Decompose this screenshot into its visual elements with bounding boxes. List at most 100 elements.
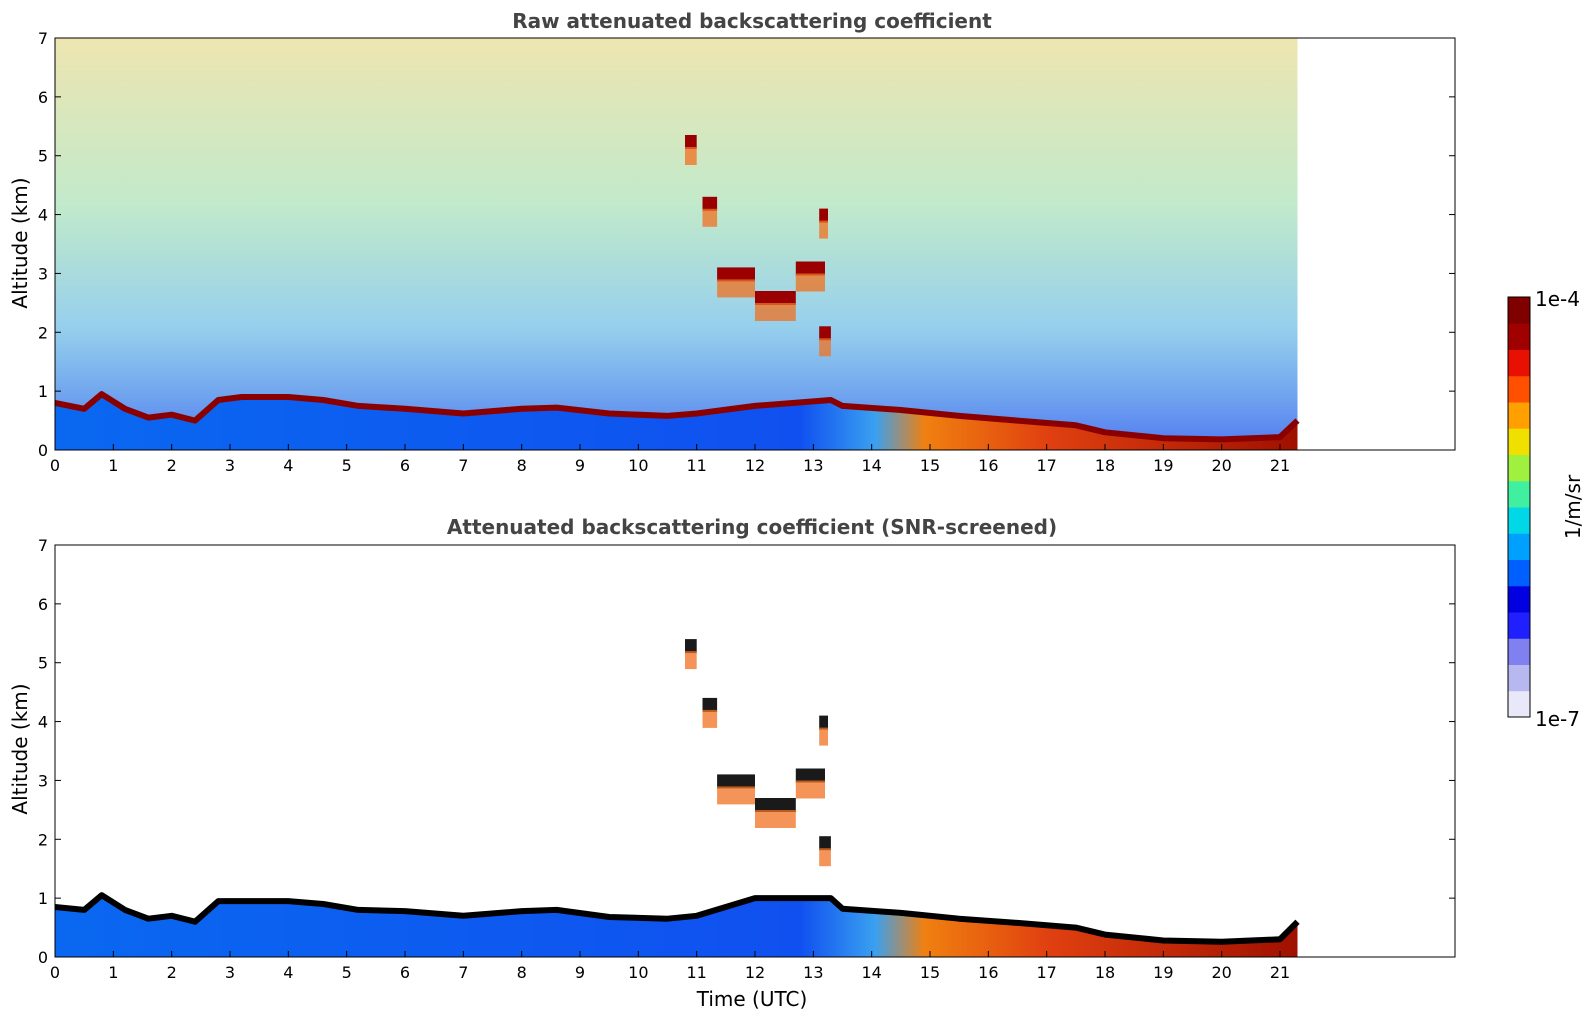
cloud-layer (795, 261, 825, 276)
x-tick-label: 9 (575, 963, 585, 982)
boundary-layer-fill (55, 895, 1298, 957)
colorbar-segment (1508, 533, 1530, 560)
colorbar-unit-label: 1/m/sr (1561, 474, 1585, 539)
colorbar-segment (1508, 559, 1530, 587)
y-tick-label: 2 (38, 323, 48, 342)
x-tick-label: 0 (50, 963, 60, 982)
boundary-layer-top (54, 892, 1300, 945)
y-tick-label: 3 (38, 264, 48, 283)
colorbar-segment (1508, 690, 1530, 718)
cloud-layer (685, 135, 697, 149)
x-tick-label: 19 (1153, 456, 1173, 475)
x-tick-label: 17 (1036, 456, 1056, 475)
colorbar-segment (1508, 375, 1530, 403)
colorbar-strip (1508, 297, 1530, 718)
cloud-layer (717, 774, 755, 789)
cloud-layer (755, 291, 796, 305)
cloud-fallstreak (685, 651, 697, 670)
x-tick-label: 0 (50, 456, 60, 475)
y-tick-label: 3 (38, 771, 48, 790)
screened-panel: Attenuated backscattering coefficient (S… (8, 515, 1456, 1011)
y-tick-label: 4 (38, 713, 48, 732)
cloud-fallstreak (717, 786, 755, 805)
y-tick-label: 7 (38, 536, 48, 555)
x-tick-label: 19 (1153, 963, 1173, 982)
y-tick-label: 2 (38, 830, 48, 849)
x-tick-label: 4 (283, 456, 293, 475)
cloud-fallstreak (795, 780, 825, 799)
colorbar-segment (1508, 297, 1530, 324)
cloud-layer (819, 715, 828, 730)
x-tick-label: 8 (517, 963, 527, 982)
colorbar-frame (1507, 296, 1531, 718)
raw-panel: Raw attenuated backscattering coefficien… (8, 9, 1456, 475)
x-tick-label: 7 (458, 963, 468, 982)
x-tick-label: 2 (167, 963, 177, 982)
cloud-layer (702, 697, 718, 712)
cloud-layer (717, 267, 755, 282)
time-axis-label: Time (UTC) (696, 987, 808, 1011)
x-tick-label: 10 (628, 456, 648, 475)
y-tick-label: 5 (38, 654, 48, 673)
cloud-fallstreak (819, 220, 828, 239)
x-tick-label: 15 (920, 963, 940, 982)
x-tick-label: 11 (686, 963, 706, 982)
cloud-layer (819, 208, 828, 223)
colorbar-segment (1508, 454, 1530, 482)
x-tick-label: 20 (1211, 456, 1231, 475)
cloud-layer (795, 768, 825, 783)
y-tick-label: 6 (38, 595, 48, 614)
x-tick-label: 9 (575, 456, 585, 475)
x-tick-label: 3 (225, 963, 235, 982)
x-tick-label: 12 (745, 963, 765, 982)
x-tick-label: 6 (400, 456, 410, 475)
colorbar: 1e-4 1e-7 1/m/sr (1507, 287, 1585, 731)
screened-panel-ylabel: Altitude (km) (8, 683, 32, 814)
x-tick-label: 8 (517, 456, 527, 475)
y-tick-label: 6 (38, 88, 48, 107)
cloud-layer (819, 326, 831, 341)
x-tick-label: 21 (1270, 456, 1290, 475)
cloud-layer (819, 836, 831, 851)
x-tick-label: 16 (978, 963, 998, 982)
cloud-fallstreak (702, 208, 718, 227)
screened-plot-area: 0 1 2 3 4 5 6 7 8 9 10 11 12 13 14 15 16 17 18 19 20 21012345… (38, 536, 1456, 982)
x-tick-label: 14 (861, 456, 881, 475)
screened-panel-title: Attenuated backscattering coefficient (S… (447, 515, 1057, 539)
x-tick-label: 11 (686, 456, 706, 475)
x-tick-label: 2 (167, 456, 177, 475)
raw-panel-title: Raw attenuated backscattering coefficien… (512, 9, 992, 33)
colorbar-segment (1508, 638, 1530, 665)
x-tick-label: 14 (861, 963, 881, 982)
cloud-fallstreak (755, 810, 796, 828)
colorbar-segment (1508, 428, 1530, 455)
cloud-fallstreak (795, 273, 825, 292)
colorbar-segment (1508, 612, 1530, 639)
y-tick-label: 1 (38, 889, 48, 908)
x-tick-label: 15 (920, 456, 940, 475)
x-tick-label: 5 (342, 456, 352, 475)
x-tick-label: 21 (1270, 963, 1290, 982)
colorbar-segment (1508, 349, 1530, 377)
x-tick-label: 12 (745, 456, 765, 475)
x-tick-label: 5 (342, 963, 352, 982)
colorbar-segment (1508, 402, 1530, 429)
raw-panel-ylabel: Altitude (km) (8, 177, 32, 308)
boundary-layer-top (54, 391, 1300, 443)
x-tick-label: 3 (225, 456, 235, 475)
cloud-fallstreak (819, 727, 828, 746)
cloud-layer (685, 639, 697, 654)
x-tick-label: 18 (1095, 456, 1115, 475)
noise-background (55, 38, 1298, 450)
x-tick-label: 4 (283, 963, 293, 982)
x-tick-label: 1 (108, 456, 118, 475)
x-tick-label: 13 (803, 456, 823, 475)
cloud-fallstreak (702, 709, 718, 728)
x-tick-label: 7 (458, 456, 468, 475)
cloud-layer (755, 798, 796, 812)
x-tick-label: 20 (1211, 963, 1231, 982)
y-tick-label: 0 (38, 948, 48, 967)
raw-plot-area: 0 1 2 3 4 5 6 7 8 9 10 11 12 13 14 15 16 17 18 19 20 21012345… (38, 29, 1456, 475)
y-tick-label: 5 (38, 147, 48, 166)
